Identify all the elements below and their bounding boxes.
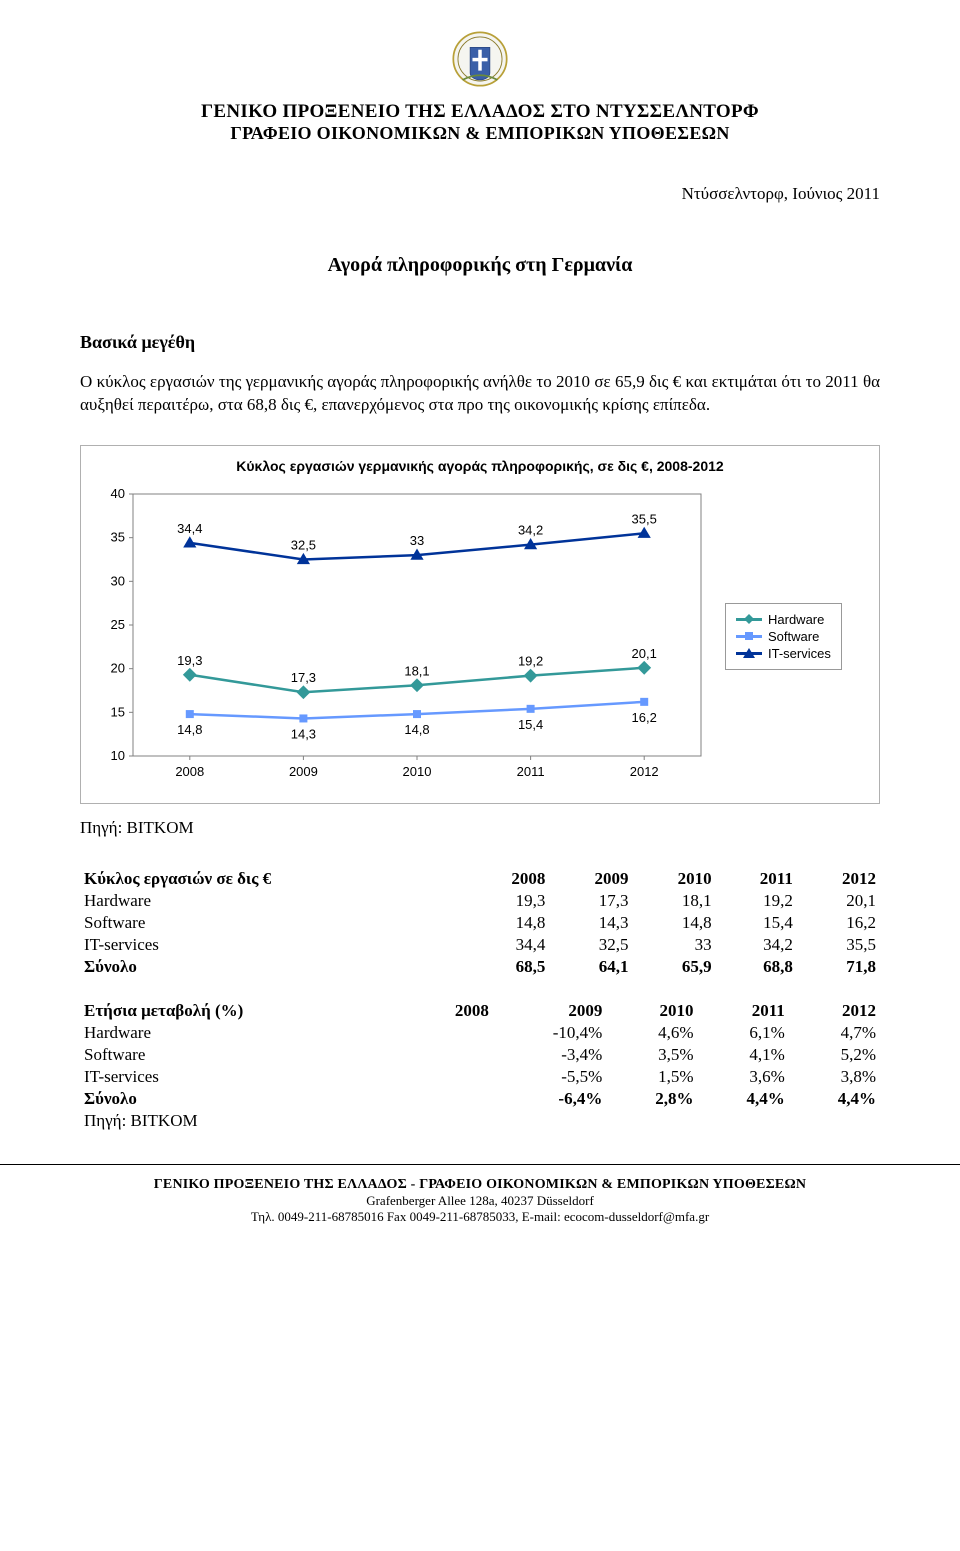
header-org-name: ΓΕΝΙΚΟ ΠΡΟΞΕΝΕΙΟ ΤΗΣ ΕΛΛΑΔΟΣ ΣΤΟ ΝΤΥΣΣΕΛ… <box>80 101 880 123</box>
table-row: IT-services34,432,53334,235,5 <box>80 934 880 956</box>
legend-item: Software <box>736 629 831 644</box>
svg-text:14,8: 14,8 <box>177 722 202 737</box>
svg-text:20,1: 20,1 <box>632 646 657 661</box>
table-row: Σύνολο68,564,165,968,871,8 <box>80 956 880 978</box>
legend-label: Software <box>768 629 819 644</box>
svg-text:14,3: 14,3 <box>291 726 316 741</box>
svg-text:15: 15 <box>111 704 125 719</box>
svg-text:20: 20 <box>111 661 125 676</box>
section-heading: Βασικά μεγέθη <box>80 332 880 353</box>
table-row: Software-3,4%3,5%4,1%5,2% <box>80 1044 880 1066</box>
svg-text:32,5: 32,5 <box>291 537 316 552</box>
letterhead-header: ΓΕΝΙΚΟ ΠΡΟΞΕΝΕΙΟ ΤΗΣ ΕΛΛΑΔΟΣ ΣΤΟ ΝΤΥΣΣΕΛ… <box>80 101 880 144</box>
svg-text:16,2: 16,2 <box>632 710 657 725</box>
svg-text:35,5: 35,5 <box>632 511 657 526</box>
svg-text:25: 25 <box>111 617 125 632</box>
svg-text:19,3: 19,3 <box>177 653 202 668</box>
chart-title: Κύκλος εργασιών γερμανικής αγοράς πληροφ… <box>95 458 865 474</box>
svg-text:2008: 2008 <box>175 764 204 779</box>
chart-container: Κύκλος εργασιών γερμανικής αγοράς πληροφ… <box>80 445 880 804</box>
svg-text:33: 33 <box>410 533 424 548</box>
chart-source: Πηγή: BITKOM <box>80 818 880 838</box>
svg-text:30: 30 <box>111 573 125 588</box>
svg-text:2011: 2011 <box>517 764 545 779</box>
svg-text:34,2: 34,2 <box>518 523 543 538</box>
legend-item: Hardware <box>736 612 831 627</box>
revenue-table: Κύκλος εργασιών σε δις €2008200920102011… <box>80 868 880 978</box>
svg-text:2012: 2012 <box>630 764 659 779</box>
legend-label: IT-services <box>768 646 831 661</box>
table-row: Σύνολο-6,4%2,8%4,4%4,4% <box>80 1088 880 1110</box>
svg-text:10: 10 <box>111 748 125 763</box>
footer-address: Grafenberger Allee 128a, 40237 Düsseldor… <box>60 1193 900 1209</box>
svg-text:18,1: 18,1 <box>404 663 429 678</box>
table-row: IT-services-5,5%1,5%3,6%3,8% <box>80 1066 880 1088</box>
footer-rule <box>0 1164 960 1165</box>
svg-text:17,3: 17,3 <box>291 670 316 685</box>
table-row: Hardware-10,4%4,6%6,1%4,7% <box>80 1022 880 1044</box>
intro-paragraph: Ο κύκλος εργασιών της γερμανικής αγοράς … <box>80 371 880 417</box>
annual-change-table: Ετήσια μεταβολή (%)20082009201020112012H… <box>80 1000 880 1132</box>
table-row: Hardware19,317,318,119,220,1 <box>80 890 880 912</box>
document-title: Αγορά πληροφορικής στη Γερμανία <box>80 254 880 277</box>
footer-org-line: ΓΕΝΙΚΟ ΠΡΟΞΕΝΕΙΟ ΤΗΣ ΕΛΛΑΔΟΣ - ΓΡΑΦΕΙΟ Ο… <box>60 1177 900 1193</box>
header-dept-name: ΓΡΑΦΕΙΟ ΟΙΚΟΝΟΜΙΚΩΝ & ΕΜΠΟΡΙΚΩΝ ΥΠΟΘΕΣΕΩ… <box>80 123 880 144</box>
svg-text:34,4: 34,4 <box>177 521 202 536</box>
footer-contact: Τηλ. 0049-211-68785016 Fax 0049-211-6878… <box>60 1209 900 1225</box>
svg-text:15,4: 15,4 <box>518 717 543 732</box>
date-location: Ντύσσελντορφ, Ιούνιος 2011 <box>80 184 880 204</box>
legend-label: Hardware <box>768 612 824 627</box>
svg-text:14,8: 14,8 <box>404 722 429 737</box>
table-row: Software14,814,314,815,416,2 <box>80 912 880 934</box>
coat-of-arms-emblem <box>80 30 880 93</box>
legend-item: IT-services <box>736 646 831 661</box>
svg-text:2010: 2010 <box>403 764 432 779</box>
chart-plot: 10 15 20 25 30 35 40 2008 2009 2010 2011 2012 19,3 17… <box>95 484 715 789</box>
svg-text:19,2: 19,2 <box>518 654 543 669</box>
svg-text:35: 35 <box>111 530 125 545</box>
svg-text:40: 40 <box>111 486 125 501</box>
svg-text:2009: 2009 <box>289 764 318 779</box>
page-footer: ΓΕΝΙΚΟ ΠΡΟΞΕΝΕΙΟ ΤΗΣ ΕΛΛΑΔΟΣ - ΓΡΑΦΕΙΟ Ο… <box>0 1173 960 1225</box>
chart-legend: Hardware Software IT-services <box>725 603 842 670</box>
